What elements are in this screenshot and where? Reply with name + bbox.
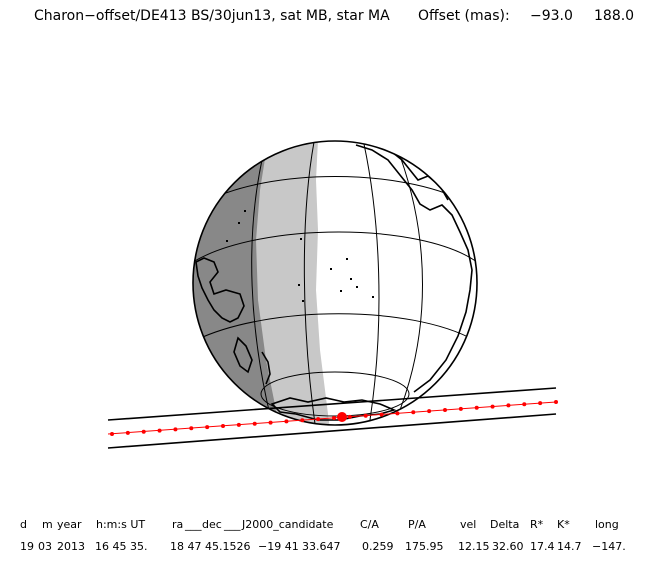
island-dots	[226, 210, 374, 302]
val-time: 16 45 35.	[95, 540, 148, 553]
title-text: Charon−offset/DE413 BS/30jun13, sat MB, …	[34, 8, 390, 24]
track-point	[538, 401, 543, 406]
track-point	[252, 421, 257, 426]
hdr-month: m	[42, 518, 53, 531]
latitude-line	[204, 176, 467, 203]
track-point	[173, 427, 178, 432]
hdr-sep-1: ___	[185, 518, 202, 531]
path-limit-north	[107, 387, 557, 421]
path-limit-south	[107, 413, 557, 449]
hdr-year: year	[57, 518, 82, 531]
latitude-line	[193, 231, 477, 263]
australia-coastline	[195, 257, 245, 323]
track-point	[189, 426, 194, 431]
track-point	[522, 402, 527, 407]
island-coastline	[261, 351, 271, 385]
track-point	[157, 428, 162, 433]
track-point	[474, 405, 479, 410]
meridian-line	[251, 159, 271, 416]
hdr-time: h:m:s UT	[96, 518, 146, 531]
meridian-line	[363, 143, 380, 421]
latitude-line	[260, 371, 410, 417]
meridian-line	[303, 141, 316, 425]
table-header: d m year h:m:s UT ra ___ dec ___ J2000_c…	[0, 518, 649, 536]
track-point	[411, 410, 416, 415]
val-k: 14.7	[557, 540, 582, 553]
track-point	[332, 416, 336, 420]
hdr-long: long	[595, 518, 619, 531]
track-point	[363, 413, 368, 418]
track-point	[506, 403, 511, 408]
val-dec-sec: 33.647	[302, 540, 341, 553]
track-point	[125, 430, 130, 435]
track-point	[300, 418, 305, 423]
offset-x-value: −93.0	[530, 8, 573, 24]
val-ca: 0.259	[362, 540, 394, 553]
track-point	[221, 424, 225, 428]
antarctica-coastline	[270, 397, 397, 421]
track-point	[443, 408, 447, 412]
hdr-ca: C/A	[360, 518, 379, 531]
val-long: −147.	[592, 540, 626, 553]
hdr-k: K*	[557, 518, 570, 531]
track-point	[379, 412, 384, 417]
track-point	[490, 404, 495, 409]
track-point	[141, 429, 146, 434]
val-day: 19	[20, 540, 34, 553]
table-row: 19 03 2013 16 45 35. 18 47 45.1526 −19 4…	[0, 540, 649, 558]
track-point	[110, 432, 114, 436]
hdr-pa: P/A	[408, 518, 426, 531]
hdr-dec: dec	[202, 518, 222, 531]
track-point	[458, 406, 463, 411]
hdr-r: R*	[530, 518, 544, 531]
hdr-vel: vel	[460, 518, 477, 531]
val-dec: −19 41	[258, 540, 299, 553]
track-point	[395, 411, 400, 416]
closest-approach-marker	[337, 412, 347, 422]
globe-outline	[192, 140, 478, 426]
hdr-delta: Delta	[490, 518, 520, 531]
track-point	[268, 420, 273, 425]
plot-title: Charon−offset/DE413 BS/30jun13, sat MB, …	[0, 8, 649, 32]
latitude-line	[195, 313, 475, 341]
hdr-ra: ra	[172, 518, 184, 531]
track-point	[347, 414, 352, 419]
offset-label: Offset (mas):	[418, 8, 510, 24]
island-coastline	[233, 336, 253, 374]
val-pa: 175.95	[405, 540, 444, 553]
track-point	[554, 400, 558, 404]
val-year: 2013	[57, 540, 85, 553]
val-r: 17.4	[530, 540, 555, 553]
val-month: 03	[38, 540, 52, 553]
hdr-day: d	[20, 518, 27, 531]
val-vel: 12.15	[458, 540, 490, 553]
track-point	[236, 422, 241, 427]
val-ra: 18 47 45.1526	[170, 540, 251, 553]
track-point	[427, 409, 432, 414]
america-coastline	[355, 144, 473, 393]
track-point	[284, 419, 289, 424]
hdr-j2000: J2000_candidate	[242, 518, 334, 531]
graticule	[193, 141, 477, 425]
track-point	[205, 425, 210, 430]
track-point	[316, 417, 321, 422]
track-points	[110, 400, 558, 436]
val-delta: 32.60	[492, 540, 524, 553]
hdr-sep-2: ___	[224, 518, 241, 531]
offset-y-value: 188.0	[594, 8, 635, 24]
